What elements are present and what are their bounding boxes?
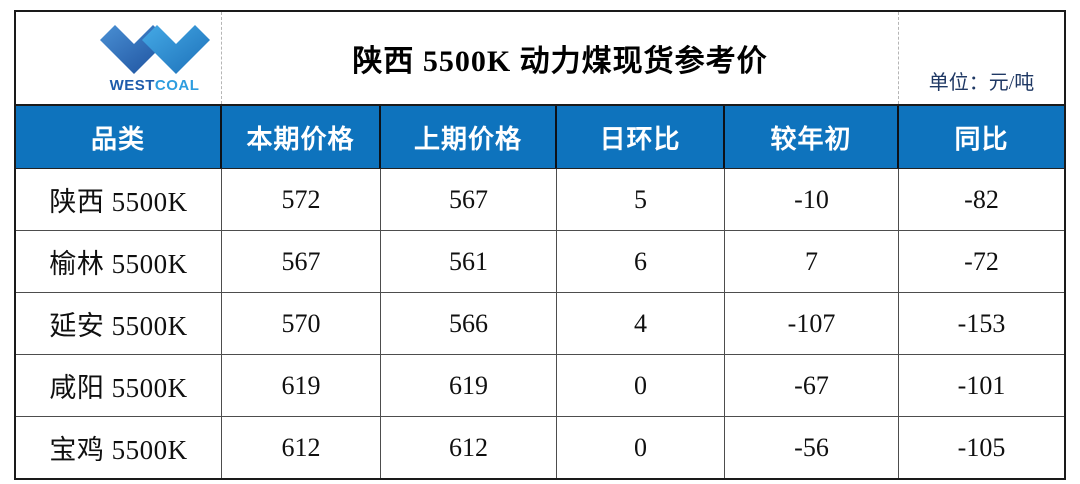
col-header-current-price: 本期价格 [222,106,381,168]
table-row: 延安 5500K 570 566 4 -107 -153 [16,293,1064,355]
cell-vs-year-start: -67 [725,355,899,416]
cell-previous-price: 619 [381,355,557,416]
col-header-previous-price: 上期价格 [381,106,557,168]
cell-category: 宝鸡 5500K [16,417,222,478]
logo-wordmark: WESTCOAL [110,78,200,93]
logo-cell: WESTCOAL [16,12,222,104]
cell-yoy: -101 [957,370,1006,400]
cell-daily-change: 0 [557,355,725,416]
table-header-row: 品类 本期价格 上期价格 日环比 较年初 同比 [16,106,1064,169]
cell-daily-change: 5 [557,169,725,230]
cell-current-price: 572 [222,169,381,230]
table-row: 咸阳 5500K 619 619 0 -67 -101 [16,355,1064,417]
cell-current-price: 567 [222,231,381,292]
col-header-vs-year-start: 较年初 [725,106,899,168]
cell-previous-price: 566 [381,293,557,354]
col-header-yoy: 同比 [954,124,1009,154]
cell-yoy: -153 [957,308,1006,338]
table-row: 宝鸡 5500K 612 612 0 -56 -105 [16,417,1064,478]
cell-previous-price: 612 [381,417,557,478]
cell-daily-change: 4 [557,293,725,354]
cell-yoy: -82 [964,184,999,214]
cell-category: 榆林 5500K [16,231,222,292]
cell-yoy: -105 [957,432,1006,462]
cell-vs-year-start: -107 [725,293,899,354]
cell-current-price: 612 [222,417,381,478]
cell-category: 延安 5500K [16,293,222,354]
westcoal-logo: WESTCOAL [99,24,210,93]
cell-daily-change: 0 [557,417,725,478]
banner-row: WESTCOAL 陕西 5500K 动力煤现货参考价 单位：元/吨 [16,12,1064,106]
table-row: 陕西 5500K 572 567 5 -10 -82 [16,169,1064,231]
cell-yoy: -72 [964,246,999,276]
cell-previous-price: 567 [381,169,557,230]
cell-vs-year-start: -56 [725,417,899,478]
logo-word-coal: COAL [154,76,200,94]
col-header-daily-change: 日环比 [557,106,725,168]
page-title: 陕西 5500K 动力煤现货参考价 [222,12,899,104]
col-header-category: 品类 [16,106,222,168]
price-table: WESTCOAL 陕西 5500K 动力煤现货参考价 单位：元/吨 品类 本期价… [14,10,1066,480]
cell-category: 咸阳 5500K [16,355,222,416]
cell-vs-year-start: 7 [725,231,899,292]
unit-label: 单位：元/吨 [928,72,1035,94]
table-row: 榆林 5500K 567 561 6 7 -72 [16,231,1064,293]
westcoal-w-icon [99,24,210,74]
cell-vs-year-start: -10 [725,169,899,230]
logo-word-west: WEST [109,76,155,94]
cell-current-price: 570 [222,293,381,354]
cell-previous-price: 561 [381,231,557,292]
cell-current-price: 619 [222,355,381,416]
cell-daily-change: 6 [557,231,725,292]
cell-category: 陕西 5500K [16,169,222,230]
